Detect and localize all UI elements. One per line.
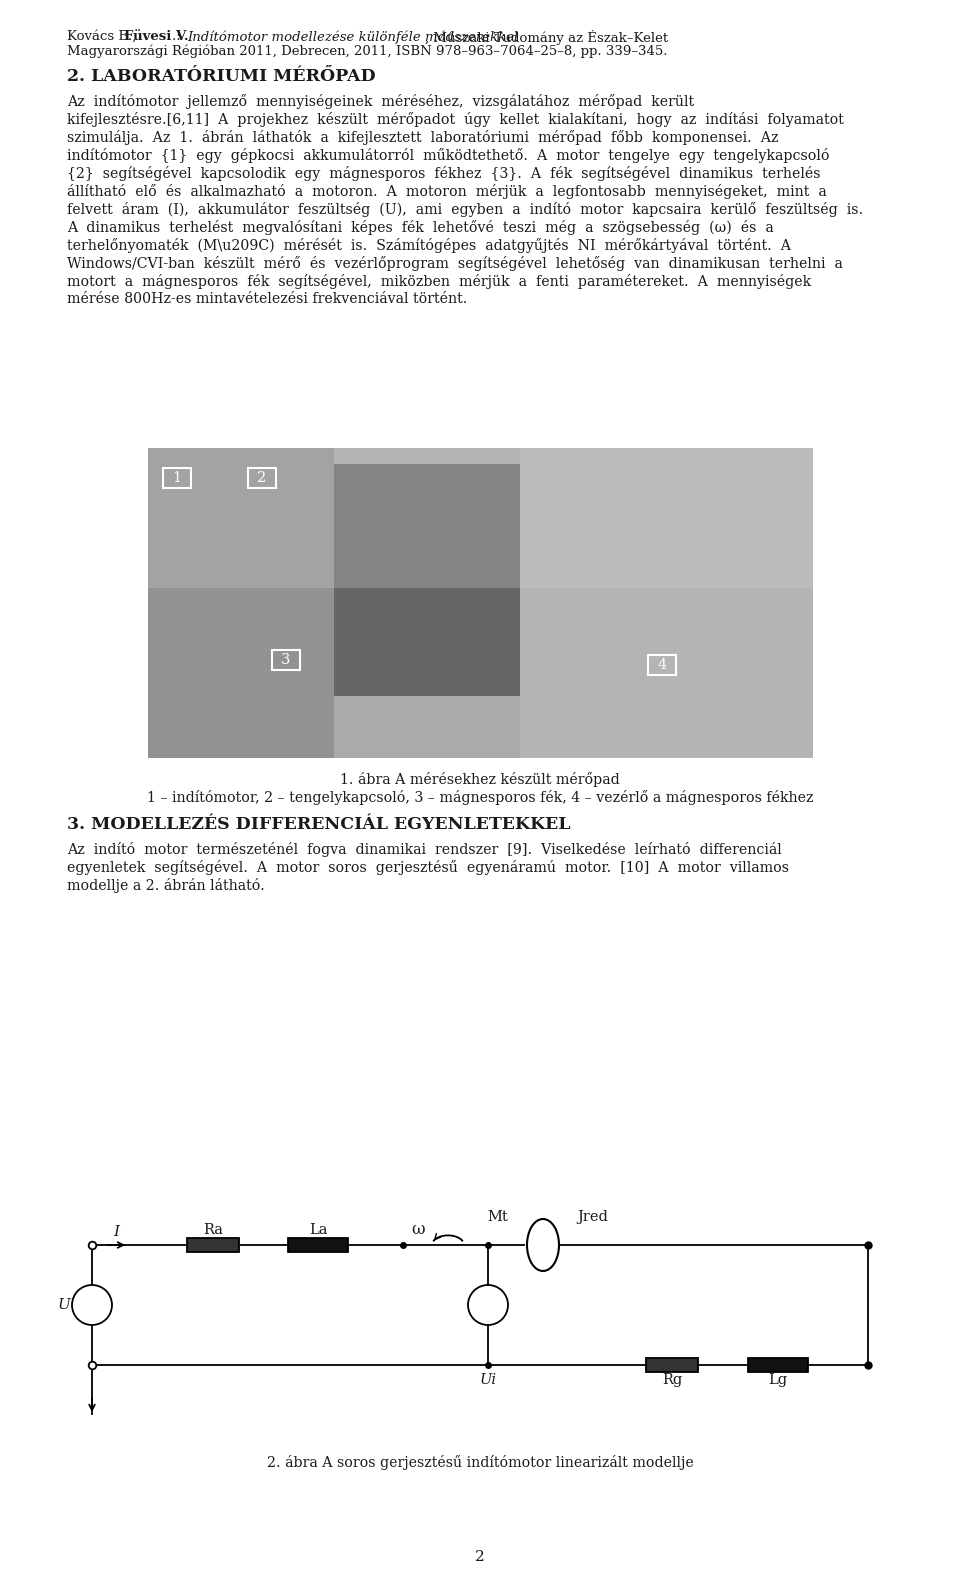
Text: 1 – indítómotor, 2 – tengelykapcsoló, 3 – mágnesporos fék, 4 – vezérlő a mágnesp: 1 – indítómotor, 2 – tengelykapcsoló, 3 …	[147, 790, 813, 805]
Text: kifejlesztésre.[6,11]  A  projekhez  készült  mérőpadot  úgy  kellet  kialakítan: kifejlesztésre.[6,11] A projekhez készül…	[67, 112, 844, 126]
Text: A  dinamikus  terhelést  megvalósítani  képes  fék  lehetővé  teszi  még  a  szö: A dinamikus terhelést megvalósítani képe…	[67, 220, 774, 236]
Text: 1: 1	[173, 471, 181, 485]
Text: 1. ábra A mérésekhez készült mérőpad: 1. ábra A mérésekhez készült mérőpad	[340, 772, 620, 787]
Bar	[187, 1238, 239, 1252]
Text: Ra: Ra	[203, 1224, 223, 1236]
Bar	[646, 1358, 698, 1372]
Bar	[163, 468, 191, 489]
Text: szimulálja.  Az  1.  ábrán  láthatók  a  kifejlesztett  laboratóriumi  mérőpad  : szimulálja. Az 1. ábrán láthatók a kifej…	[67, 130, 779, 145]
Text: I: I	[113, 1225, 119, 1240]
Text: mérése 800Hz-es mintavételezési frekvenciával történt.: mérése 800Hz-es mintavételezési frekvenc…	[67, 292, 468, 307]
Text: modellje a 2. ábrán látható.: modellje a 2. ábrán látható.	[67, 877, 265, 893]
Text: Kovács E.,: Kovács E.,	[67, 30, 140, 43]
Bar	[248, 468, 276, 489]
Text: Az  indítómotor  jellemző  mennyiségeinek  méréséhez,  vizsgálatához  mérőpad  k: Az indítómotor jellemző mennyiségeinek m…	[67, 93, 694, 109]
Text: {2}  segítségével  kapcsolodik  egy  mágnesporos  fékhez  {3}.  A  fék  segítség: {2} segítségével kapcsolodik egy mágnesp…	[67, 166, 821, 180]
Bar	[748, 1358, 808, 1372]
Text: La: La	[309, 1224, 327, 1236]
Text: U: U	[58, 1298, 70, 1312]
Text: , Műszaki Tudomány az Észak–Kelet: , Műszaki Tudomány az Észak–Kelet	[424, 30, 668, 44]
Text: Indítómotor modellezése különféle módszerekkel: Indítómotor modellezése különféle módsze…	[188, 30, 518, 44]
Text: 4: 4	[658, 658, 666, 672]
Bar	[648, 655, 676, 675]
Text: felvett  áram  (I),  akkumulátor  feszültség  (U),  ami  egyben  a  indító  moto: felvett áram (I), akkumulátor feszültség…	[67, 202, 863, 217]
Text: ω: ω	[411, 1221, 425, 1238]
Bar	[148, 447, 334, 757]
Text: állítható  elő  és  alkalmazható  a  motoron.  A  motoron  mérjük  a  legfontosa: állítható elő és alkalmazható a motoron.…	[67, 183, 827, 199]
Text: Windows/CVI-ban  készült  mérő  és  vezérlőprogram  segítségével  lehetőség  van: Windows/CVI-ban készült mérő és vezérlőp…	[67, 256, 843, 270]
Text: Füvesi V.: Füvesi V.	[124, 30, 188, 43]
Bar	[288, 1238, 348, 1252]
Text: motort  a  mágnesporos  fék  segítségével,  miközben  mérjük  a  fenti  paraméte: motort a mágnesporos fék segítségével, m…	[67, 274, 811, 289]
Text: egyenletek  segítségével.  A  motor  soros  gerjesztésű  egyenáramú  motor.  [10: egyenletek segítségével. A motor soros g…	[67, 860, 789, 874]
Text: .:: .:	[172, 30, 185, 43]
Bar	[520, 447, 813, 757]
Text: 2: 2	[475, 1549, 485, 1564]
Text: Mt: Mt	[488, 1209, 509, 1224]
Text: 3: 3	[281, 653, 291, 667]
Text: Magyarországi Régióban 2011, Debrecen, 2011, ISBN 978–963–7064–25–8, pp. 339–345: Magyarországi Régióban 2011, Debrecen, 2…	[67, 44, 667, 58]
Text: Lg: Lg	[768, 1372, 787, 1387]
Text: terhelőnyomaték  (M\u209C)  mérését  is.  Számítógépes  adatgyűjtés  NI  mérőkár: terhelőnyomaték (M\u209C) mérését is. Sz…	[67, 239, 791, 253]
Text: Az  indító  motor  természeténél  fogva  dinamikai  rendszer  [9].  Viselkedése : Az indító motor természeténél fogva dina…	[67, 843, 781, 857]
Text: Jred: Jred	[578, 1209, 609, 1224]
Bar	[272, 650, 300, 670]
Text: Ui: Ui	[479, 1372, 496, 1387]
Bar	[334, 463, 520, 696]
Text: 2. LABORATÓRIUMI MÉRŐPAD: 2. LABORATÓRIUMI MÉRŐPAD	[67, 68, 375, 85]
Text: 2: 2	[257, 471, 267, 485]
Bar	[148, 447, 813, 588]
Text: indítómotor  {1}  egy  gépkocsi  akkumulátorról  működtethető.  A  motor  tengel: indítómotor {1} egy gépkocsi akkumulátor…	[67, 149, 829, 163]
Text: 3. MODELLEZÉS DIFFERENCIÁL EGYENLETEKKEL: 3. MODELLEZÉS DIFFERENCIÁL EGYENLETEKKEL	[67, 816, 570, 833]
Text: 2. ábra A soros gerjesztésű indítómotor linearizált modellje: 2. ábra A soros gerjesztésű indítómotor …	[267, 1455, 693, 1470]
Text: Rg: Rg	[661, 1372, 683, 1387]
Bar	[148, 447, 813, 757]
